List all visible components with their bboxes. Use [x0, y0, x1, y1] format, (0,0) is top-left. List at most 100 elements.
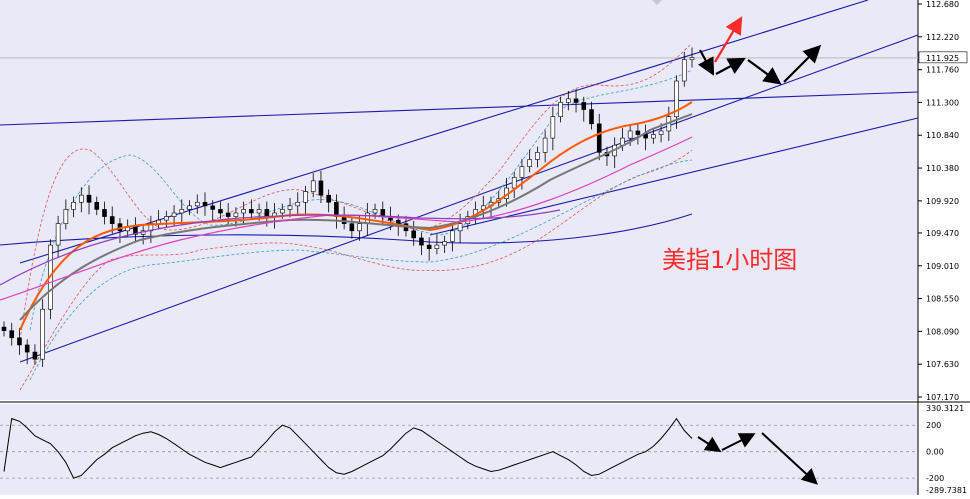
candle-body: [225, 212, 231, 217]
bollinger-lower: [19, 149, 693, 391]
candle-body: [79, 194, 84, 203]
candle-body: [651, 134, 656, 139]
price-panel-bg: [0, 0, 918, 400]
candle-body: [303, 191, 308, 203]
candle-body: [573, 98, 579, 103]
ind-arrow-up-1: [721, 433, 756, 451]
arrow-down-2: [747, 59, 782, 85]
indicator-axis-ticks: 330.3121 200 0.00 -200 -289.7381: [926, 404, 967, 495]
red-up-arrow: [714, 16, 743, 63]
candle-body: [218, 209, 223, 214]
candle-body: [535, 152, 540, 160]
candle-body: [86, 194, 92, 203]
candle-body: [295, 201, 301, 207]
arrow-up-2: [783, 44, 822, 83]
candle-body: [450, 230, 455, 242]
indicator-tick-label: 200: [926, 421, 941, 430]
indicator-grid: [0, 424, 918, 479]
candle-body: [32, 351, 38, 360]
candle-body: [264, 209, 270, 217]
indicator-tick-label: 0.00: [926, 448, 944, 457]
candle-body: [287, 205, 293, 210]
cci-indicator-line: [3, 417, 693, 479]
candle-body: [689, 57, 695, 60]
candle-body: [589, 109, 594, 125]
top-marker: [652, 0, 662, 5]
forecast-arrows: [697, 16, 822, 85]
candle-body: [241, 209, 246, 214]
candle-body: [658, 130, 664, 135]
price-tick-label: 108.090: [926, 327, 959, 336]
candle-body: [171, 212, 177, 217]
candle-body: [279, 209, 285, 214]
candle-body: [550, 116, 556, 139]
price-tick-label: 111.760: [926, 66, 959, 75]
candle-body: [94, 201, 100, 210]
candle-body: [434, 244, 440, 249]
candle-body: [511, 177, 517, 189]
candle-body: [411, 230, 417, 239]
price-axis-ticks: 112.680 112.220 111.760 111.300 110.840 110.3…: [918, 0, 959, 402]
candle-body: [596, 123, 602, 153]
price-tick-label: 112.220: [926, 33, 959, 42]
candle-body: [558, 102, 563, 117]
price-tick-label: 112.680: [926, 0, 959, 9]
indicator-tick-label: 330.3121: [926, 404, 964, 413]
price-tick-label: 109.470: [926, 229, 959, 238]
ind-arrow-down-1: [697, 436, 722, 453]
candle-body: [674, 80, 679, 117]
candle-body: [249, 209, 254, 214]
candle-body: [202, 201, 208, 207]
price-tick-label: 110.380: [926, 164, 959, 173]
candle-body: [349, 223, 355, 232]
candle-body: [527, 159, 532, 167]
arrow-up-1: [715, 57, 746, 75]
current-price-tag: 111.925: [918, 51, 968, 64]
candle-body: [9, 330, 15, 339]
candle-body: [334, 201, 339, 217]
current-price-label: 111.925: [926, 54, 959, 63]
candle-body: [341, 216, 347, 224]
long-ma-line: [0, 213, 693, 246]
candle-body: [109, 216, 115, 224]
price-tick-label: 107.170: [926, 393, 959, 402]
candle-body: [71, 201, 76, 210]
candle-body: [643, 134, 648, 139]
candle-body: [542, 137, 548, 153]
bollinger-upper: [19, 44, 691, 341]
indicator-arrows: [697, 432, 818, 485]
moving-averages: [0, 101, 693, 331]
candle-body: [318, 180, 324, 196]
candle-body: [372, 209, 378, 214]
candle-body: [426, 244, 432, 249]
candle-body: [627, 130, 633, 139]
ma-fast-orange: [19, 101, 693, 331]
candle-body: [419, 237, 424, 246]
price-tick-label: 109.920: [926, 197, 959, 206]
candle-body: [256, 209, 262, 214]
channel-lower-line: [19, 34, 919, 363]
candle-body: [581, 102, 587, 110]
ma-purple: [0, 209, 561, 286]
candle-body: [55, 223, 61, 246]
candle-body: [164, 216, 169, 221]
candle-body: [210, 205, 216, 210]
price-tick-label: 111.300: [926, 98, 959, 107]
ma-mid-gray: [19, 113, 693, 321]
arrow-down-1: [697, 49, 715, 76]
price-tick-label: 109.010: [926, 262, 959, 271]
candle-body: [194, 201, 200, 207]
candle-body: [17, 337, 22, 346]
candle-body: [566, 98, 571, 103]
support-line: [429, 117, 919, 236]
indicator-panel-bg: [0, 404, 918, 495]
indicator-tick-label: -200: [926, 474, 944, 483]
candle-body: [40, 308, 45, 360]
candle-body: [357, 223, 362, 232]
indicator-tick-label: -289.7381: [926, 486, 967, 495]
ind-arrow-down-2: [761, 432, 818, 485]
candle-body: [179, 209, 185, 214]
candle-body: [326, 194, 331, 203]
